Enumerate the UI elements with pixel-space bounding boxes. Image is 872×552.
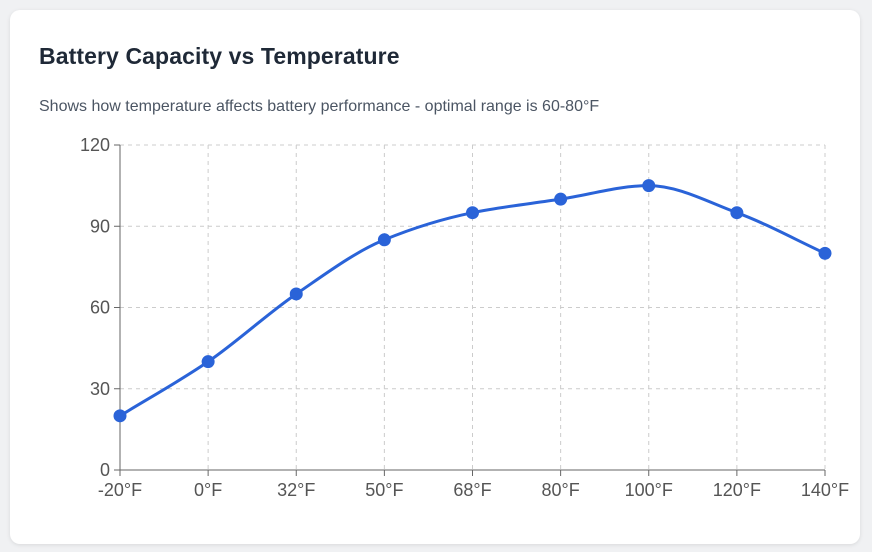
data-point [554,192,568,206]
y-tick-label: 120 [80,135,110,155]
y-tick-label: 30 [90,379,110,399]
chart-subtitle: Shows how temperature affects battery pe… [39,98,600,115]
chart-title: Battery Capacity vs Temperature [39,43,400,69]
chart-series [113,179,832,423]
y-tick-label: 60 [90,298,110,318]
x-tick-label: 0°F [194,480,222,500]
data-point [201,355,215,369]
data-point [466,206,479,220]
chart-card: Battery Capacity vs Temperature Shows ho… [10,10,860,544]
x-tick-label: 140°F [801,480,849,500]
x-tick-label: 100°F [625,480,673,500]
data-point [113,409,127,423]
x-tick-label: 68°F [453,480,491,500]
x-tick-label: -20°F [98,480,142,500]
chart-axes: 0 30 60 90 120 -20°F 0°F 32°F 50°F 68°F 80°F 100°F 1… [80,135,849,500]
x-tick-label: 80°F [542,480,580,500]
y-tick-label: 0 [100,460,110,480]
x-tick-label: 50°F [365,480,403,500]
data-point [289,287,303,301]
y-tick-label: 90 [90,216,110,236]
x-tick-label: 120°F [713,480,761,500]
x-tick-label: 32°F [277,480,315,500]
chart-grid [120,144,826,470]
data-point [730,206,744,220]
data-point [377,233,391,247]
data-point [818,246,832,260]
data-point [642,179,656,193]
